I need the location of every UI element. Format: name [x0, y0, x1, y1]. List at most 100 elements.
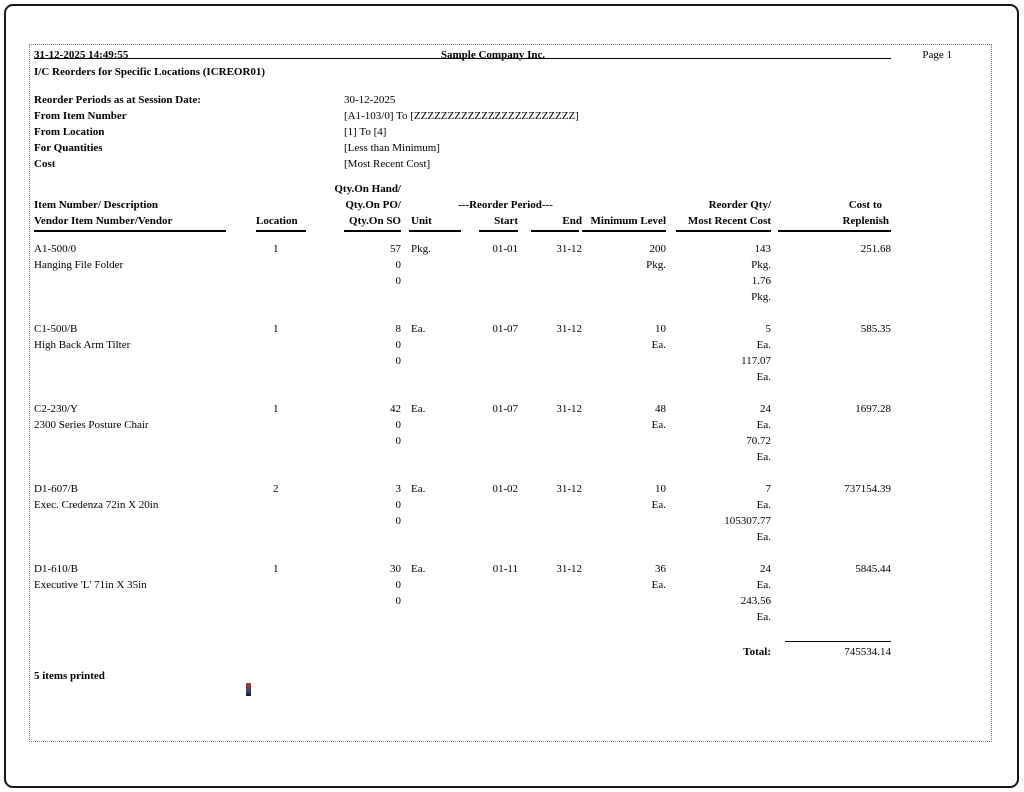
period-end-cell: 31-12 — [556, 403, 582, 415]
qty-on-so: 0 — [395, 275, 402, 287]
reorder-qty: 7 — [765, 483, 772, 495]
period-start-cell: 01-11 — [492, 563, 518, 575]
cost-to-replenish-cell: 585.35 — [860, 323, 891, 335]
cost-unit: Pkg. — [751, 291, 771, 303]
param-label-item-number: From Item Number — [34, 110, 127, 122]
period-start-cell: 01-02 — [492, 483, 518, 495]
header-underlines — [34, 229, 891, 232]
cost-unit: Ea. — [756, 451, 771, 463]
item-number: C1-500/B — [34, 323, 78, 335]
col-header-end: End — [562, 215, 582, 227]
location-cell: 2 — [273, 483, 279, 495]
period-end-cell: 31-12 — [556, 323, 582, 335]
reorder-table: Qty.On Hand/ Item Number/ Description Qt… — [34, 181, 891, 660]
underline-end — [531, 229, 579, 232]
param-label-cost: Cost — [34, 158, 56, 170]
col-header-replenish: Replenish — [842, 215, 889, 227]
table-header-line1: Qty.On Hand/ — [34, 181, 891, 197]
param-label-location: From Location — [34, 126, 105, 138]
qty-on-po: 0 — [395, 579, 402, 591]
minimum-level: 10 — [655, 323, 666, 335]
qty-on-hand: 30 — [390, 563, 401, 575]
param-value-item-number: [A1-103/0] To [ZZZZZZZZZZZZZZZZZZZZZZZZ] — [344, 110, 579, 122]
minimum-level-cell: 36 Ea. — [582, 561, 666, 593]
minimum-unit: Ea. — [651, 339, 666, 351]
minimum-level: 10 — [655, 483, 666, 495]
most-recent-cost: 243.56 — [740, 595, 771, 607]
most-recent-cost: 70.72 — [746, 435, 771, 447]
minimum-unit: Ea. — [651, 499, 666, 511]
item-cell: D1-607/B Exec. Credenza 72in X 20in — [34, 481, 256, 513]
param-value-cost: [Most Recent Cost] — [344, 158, 431, 170]
reorder-qty: 5 — [765, 323, 772, 335]
underline-unit — [409, 229, 461, 232]
item-description: High Back Arm Tilter — [34, 339, 131, 351]
col-header-qty-on-so: Qty.On SO — [349, 215, 401, 227]
cost-to-replenish-cell: 251.68 — [860, 243, 891, 255]
table-row: A1-500/0 Hanging File Folder 1 57 0 0 Pk… — [34, 241, 891, 321]
parameter-row: For Quantities [Less than Minimum] — [34, 140, 974, 156]
items-printed: 5 items printed — [34, 670, 105, 682]
most-recent-cost: 105307.77 — [724, 515, 771, 527]
minimum-unit: Pkg. — [646, 259, 666, 271]
parameter-row: From Location [1] To [4] — [34, 124, 974, 140]
minimum-level-cell: 10 Ea. — [582, 481, 666, 513]
underline-item — [34, 229, 226, 232]
item-cell: C2-230/Y 2300 Series Posture Chair — [34, 401, 256, 433]
col-header-location: Location — [256, 215, 298, 227]
col-header-qty-on-po: Qty.On PO/ — [345, 199, 401, 211]
period-start-cell: 01-07 — [492, 403, 518, 415]
param-label-quantities: For Quantities — [34, 142, 103, 154]
col-header-most-recent-cost: Most Recent Cost — [687, 215, 771, 227]
cost-to-replenish-cell: 5845.44 — [855, 563, 891, 575]
reorder-qty: 143 — [754, 243, 772, 255]
col-header-vendor: Vendor Item Number/Vendor — [34, 215, 173, 227]
col-header-item: Item Number/ Description — [34, 199, 159, 211]
underline-cost — [778, 229, 891, 232]
minimum-level-cell: 10 Ea. — [582, 321, 666, 353]
report-parameters: Reorder Periods as at Session Date: 30-1… — [34, 92, 974, 172]
parameter-row: Cost [Most Recent Cost] — [34, 156, 974, 172]
qty-on-so: 0 — [395, 595, 402, 607]
report-content: 31-12-2025 14:49:55 Sample Company Inc. … — [29, 44, 992, 742]
col-header-reorder-qty: Reorder Qty/ — [708, 199, 771, 211]
minimum-unit: Ea. — [651, 419, 666, 431]
item-description: Executive 'L' 71in X 35in — [34, 579, 147, 591]
total-cell: 745534.14 — [771, 641, 891, 660]
cost-unit: Ea. — [756, 611, 771, 623]
item-number: D1-610/B — [34, 563, 78, 575]
reorder-cell: 5 Ea. 117.07 Ea. — [666, 321, 771, 385]
reorder-cell: 24 Ea. 243.56 Ea. — [666, 561, 771, 625]
reorder-unit: Pkg. — [751, 259, 771, 271]
report-title: I/C Reorders for Specific Locations (ICR… — [34, 66, 266, 78]
col-header-unit: Unit — [411, 215, 432, 227]
qty-on-so: 0 — [395, 435, 402, 447]
period-end-cell: 31-12 — [556, 243, 582, 255]
qty-on-hand: 42 — [390, 403, 401, 415]
qty-on-po: 0 — [395, 259, 402, 271]
page-number: Page 1 — [922, 49, 952, 61]
most-recent-cost: 1.76 — [751, 275, 771, 287]
param-label-session-date: Reorder Periods as at Session Date: — [34, 94, 201, 106]
col-header-minimum-level: Minimum Level — [590, 215, 666, 227]
unit-cell: Pkg. — [411, 243, 431, 255]
item-cell: A1-500/0 Hanging File Folder — [34, 241, 256, 273]
col-header-reorder-period: ---Reorder Period--- — [458, 199, 553, 211]
period-end-cell: 31-12 — [556, 483, 582, 495]
qty-on-po: 0 — [395, 419, 402, 431]
qty-on-hand: 57 — [390, 243, 401, 255]
item-number: D1-607/B — [34, 483, 78, 495]
qty-cell: 57 0 0 — [344, 241, 401, 289]
param-value-location: [1] To [4] — [344, 126, 387, 138]
reorder-unit: Ea. — [756, 579, 771, 591]
cost-to-replenish-cell: 737154.39 — [844, 483, 891, 495]
unit-cell: Ea. — [411, 483, 426, 495]
unit-cell: Ea. — [411, 403, 426, 415]
qty-cell: 3 0 0 — [344, 481, 402, 529]
minimum-level: 36 — [655, 563, 666, 575]
reorder-qty: 24 — [760, 403, 771, 415]
cost-to-replenish-cell: 1697.28 — [855, 403, 891, 415]
cost-unit: Ea. — [756, 371, 771, 383]
location-cell: 1 — [273, 563, 279, 575]
cost-unit: Ea. — [756, 531, 771, 543]
